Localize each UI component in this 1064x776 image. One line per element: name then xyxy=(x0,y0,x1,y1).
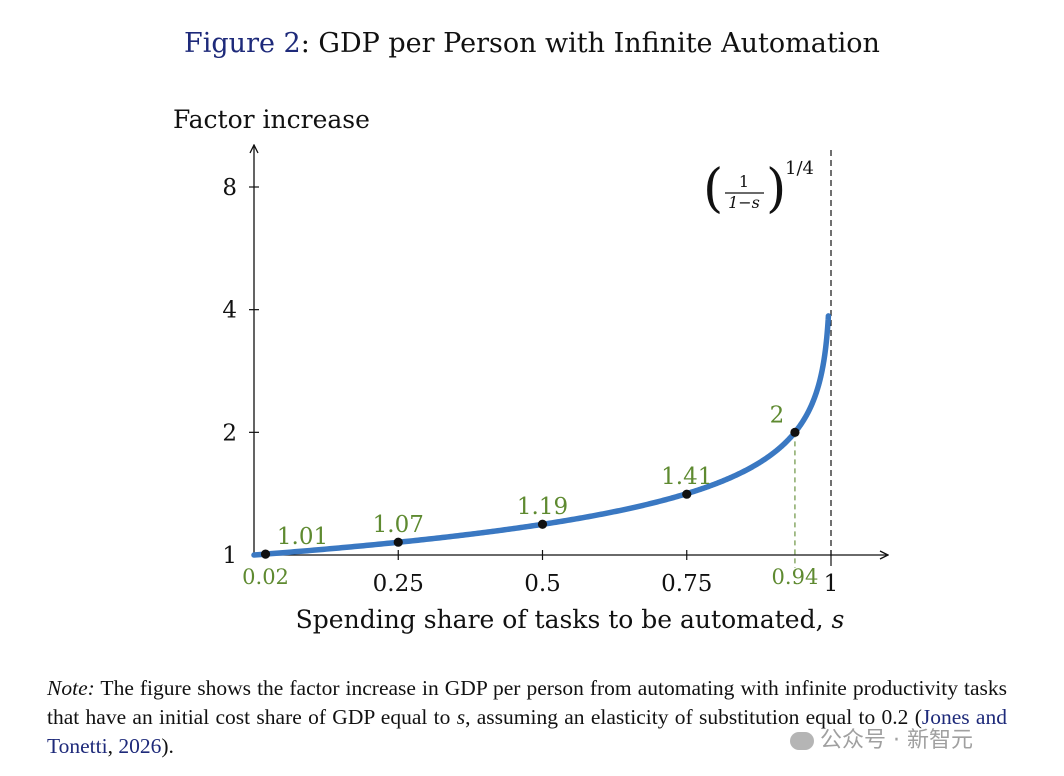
note-label: Note: xyxy=(47,676,95,700)
y-tick-label: 8 xyxy=(222,175,237,201)
formula-exponent: 1/4 xyxy=(785,158,814,179)
x-tick-label: 0.5 xyxy=(524,571,561,597)
watermark: 公众号 · 新智元 xyxy=(790,722,973,754)
figure-note: Note: The figure shows the factor increa… xyxy=(47,674,1007,761)
series-line xyxy=(251,313,832,558)
data-point xyxy=(682,489,692,499)
formula-label: ( 1 1−s ) 1/4 xyxy=(703,158,814,219)
y-tick-label: 1 xyxy=(222,543,237,569)
x-axis-label-var: s xyxy=(831,605,844,634)
axis-ticks: 0.25 0.5 0.75 1 1 2 4 8 xyxy=(222,175,838,597)
formula-numerator: 1 xyxy=(739,172,749,191)
note-text-end: ). xyxy=(161,734,174,758)
x-tick-label: 0.25 xyxy=(373,571,424,597)
x-axis-label: Spending share of tasks to be automated,… xyxy=(296,605,845,634)
guide-lines xyxy=(794,150,832,568)
x-tick-label: 0.75 xyxy=(661,571,712,597)
data-points: 1.01 0.02 1.07 1.19 1.41 2 0.94 xyxy=(242,402,818,589)
wechat-icon xyxy=(790,732,814,750)
watermark-text: 公众号 · 新智元 xyxy=(820,728,973,753)
figure-title-text: : GDP per Person with Infinite Automatio… xyxy=(300,28,880,59)
citation-year-link[interactable]: 2026 xyxy=(118,734,162,758)
data-label: 2 xyxy=(770,402,785,428)
formula-denominator: 1−s xyxy=(728,193,760,212)
svg-text:(: ( xyxy=(703,159,723,219)
note-variable: s xyxy=(456,705,466,729)
highlight-x-label: 0.02 xyxy=(242,565,289,589)
data-point xyxy=(537,519,548,529)
y-tick-label: 2 xyxy=(222,420,237,446)
highlight-x-label: 0.94 xyxy=(772,565,819,589)
note-text-after: , assuming an elasticity of substitution… xyxy=(465,705,922,729)
data-label: 1.19 xyxy=(517,494,568,520)
data-label: 1.01 xyxy=(277,524,328,550)
citation-authors-link[interactable]: Jones and Tonetti xyxy=(47,705,1007,758)
data-point xyxy=(260,549,271,559)
citation-separator: , xyxy=(107,734,119,758)
y-axis-label: Factor increase xyxy=(173,105,370,134)
x-axis-label-text: Spending share of tasks to be automated, xyxy=(296,605,832,634)
note-text: The figure shows the factor increase in … xyxy=(47,676,1007,729)
data-point xyxy=(790,427,800,437)
data-label: 1.07 xyxy=(373,512,424,538)
x-tick-label: 1 xyxy=(824,571,839,597)
y-tick-label: 4 xyxy=(222,298,237,324)
figure-title: Figure 2: GDP per Person with Infinite A… xyxy=(0,28,1064,59)
data-label: 1.41 xyxy=(661,464,712,490)
data-point xyxy=(393,537,403,547)
figure-label[interactable]: Figure 2 xyxy=(184,28,301,59)
svg-text:): ) xyxy=(766,159,786,219)
